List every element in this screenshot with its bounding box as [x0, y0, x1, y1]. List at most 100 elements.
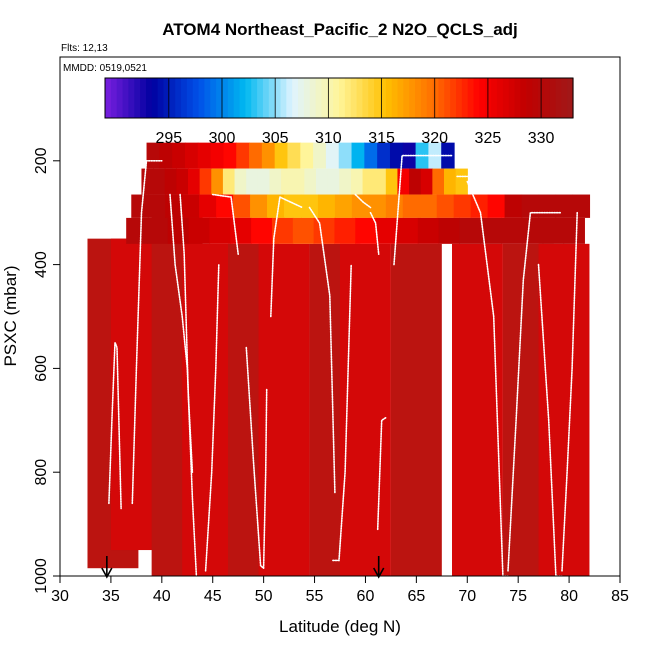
heatmap-cell: [538, 194, 557, 218]
y-tick-label: 600: [33, 355, 50, 382]
flight-track: [354, 193, 372, 209]
x-tick-label: 85: [611, 588, 629, 605]
heatmap-cell: [385, 168, 399, 195]
heatmap-cell: [148, 194, 166, 218]
x-tick-label: 30: [51, 588, 69, 605]
flights-label: Flts: 12,13: [61, 43, 108, 54]
x-tick-label: 80: [560, 588, 578, 605]
colorbar-swatch: [210, 78, 217, 118]
colorbar-swatch: [169, 78, 176, 118]
heatmap-cell: [317, 194, 336, 218]
heatmap-cell: [159, 142, 173, 169]
colorbar-swatch: [134, 78, 141, 118]
x-tick-label: 40: [153, 588, 171, 605]
colorbar-swatch: [192, 78, 200, 118]
heatmap-cell: [223, 142, 237, 169]
heatmap-cell: [300, 142, 314, 169]
colorbar-swatch: [520, 78, 527, 118]
heatmap-cell: [167, 217, 190, 244]
colorbar-swatch: [105, 78, 112, 118]
heatmap-cell: [246, 168, 259, 195]
heatmap-cell: [250, 194, 268, 218]
heatmap-cell: [199, 194, 217, 218]
heatmap-cell: [504, 194, 523, 218]
heatmap-cell: [269, 168, 282, 195]
x-tick-label: 50: [255, 588, 273, 605]
colorbar-swatch: [555, 78, 562, 118]
flight-track: [131, 160, 163, 505]
heatmap-column-layer: [87, 212, 590, 576]
colorbar-swatch: [409, 78, 416, 118]
heatmap-cell: [325, 142, 340, 169]
flight-track: [393, 154, 453, 266]
colorbar-swatch: [303, 78, 311, 118]
heatmap-cell: [313, 217, 336, 244]
colorbar-swatch: [502, 78, 510, 118]
heatmap-cell: [417, 217, 440, 244]
heatmap-cell: [211, 168, 224, 195]
colorbar-swatch: [333, 78, 340, 118]
colorbar-swatch: [204, 78, 211, 118]
colorbar-swatch: [461, 78, 469, 118]
heatmap-cell: [182, 194, 200, 218]
heatmap-cell: [172, 142, 186, 169]
colorbar-swatch: [485, 78, 492, 118]
colorbar-swatch: [198, 78, 206, 118]
colorbar-swatch: [415, 78, 422, 118]
colorbar-swatch: [339, 78, 346, 118]
heatmap-cell: [389, 142, 404, 169]
x-tick-label: 70: [458, 588, 476, 605]
colorbar-tick-label: 320: [421, 130, 448, 147]
colorbar-swatch: [508, 78, 516, 118]
heatmap-cell: [368, 194, 387, 218]
colorbar-swatch: [251, 78, 258, 118]
heatmap-cell: [274, 142, 289, 169]
flight-track: [369, 211, 380, 255]
heatmap-cell: [572, 194, 591, 218]
y-axis-label: PSXC (mbar): [1, 265, 20, 366]
heatmap-cell: [287, 142, 301, 169]
heatmap-cell: [236, 142, 250, 169]
heatmap-cell: [364, 142, 378, 169]
heatmap-cell: [555, 194, 574, 218]
heatmap-cell: [334, 194, 353, 218]
y-tick-label: 200: [33, 147, 50, 174]
colorbar-tick-label: 305: [262, 130, 289, 147]
heatmap-cell: [147, 217, 169, 244]
heatmap-cell: [251, 217, 273, 244]
colorbar-swatch: [233, 78, 241, 118]
colorbar-swatch: [222, 78, 229, 118]
y-axis: 200 400 600 800 1000: [33, 147, 60, 594]
heatmap-cell: [521, 217, 544, 244]
arrow-head: [372, 567, 385, 579]
colorbar-swatch: [286, 78, 293, 118]
heatmap-cell: [334, 217, 356, 244]
colorbar-swatch: [257, 78, 264, 118]
heatmap-cell: [188, 168, 201, 195]
heatmap-cell: [362, 168, 375, 195]
colorbar-swatch: [491, 78, 498, 118]
heatmap-cell: [376, 217, 398, 244]
colorbar-swatch: [374, 78, 381, 118]
colorbar-swatch: [292, 78, 299, 118]
heatmap-cell: [176, 168, 189, 195]
heatmap-cell: [351, 142, 365, 169]
colorbar-swatch: [157, 78, 165, 118]
dates-label: MMDD: 0519,0521: [63, 63, 147, 74]
heatmap-cell: [316, 168, 329, 195]
heatmap-cell: [233, 194, 251, 218]
heatmap-cell: [432, 168, 445, 195]
colorbar-swatch: [175, 78, 182, 118]
heatmap-cell: [267, 194, 285, 218]
colorbar-swatch: [397, 78, 404, 118]
colorbar-swatch: [128, 78, 135, 118]
heatmap-cell: [184, 142, 199, 169]
chart-title: ATOM4 Northeast_Pacific_2 N2O_QCLS_adj: [162, 20, 518, 39]
colorbar-swatch: [151, 78, 159, 118]
heatmap-cell: [281, 168, 294, 195]
heatmap-column: [340, 243, 391, 576]
colorbar-swatch: [403, 78, 410, 118]
arrow-head: [101, 567, 113, 579]
flight-track: [211, 193, 239, 255]
flight-track: [376, 416, 387, 531]
